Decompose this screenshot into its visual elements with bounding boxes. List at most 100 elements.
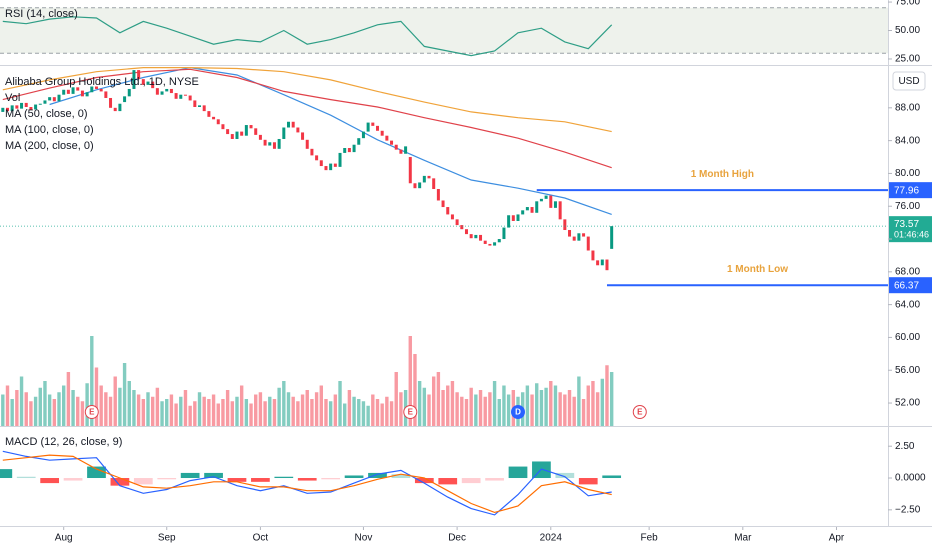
volume-bar [469, 387, 473, 426]
event-marker [511, 405, 525, 419]
candle-body [254, 128, 258, 135]
candle-body [38, 103, 42, 105]
candle-body [497, 239, 501, 243]
volume-bar [258, 392, 263, 426]
candle-body [324, 166, 328, 171]
candle-body [357, 138, 361, 145]
candle-body [99, 88, 103, 92]
macd-histogram-bar [297, 478, 317, 481]
currency-button[interactable] [892, 71, 926, 91]
volume-bar [150, 396, 155, 426]
volume-bar [122, 363, 127, 426]
y-tick-label: 75.00 [895, 0, 920, 8]
volume-bar [127, 381, 131, 426]
candle-body [48, 97, 52, 101]
macd-histogram-bar [485, 478, 504, 481]
volume-bar [446, 385, 450, 426]
volume-bar [235, 396, 239, 426]
y-tick-label: 60.00 [895, 332, 920, 343]
volume-bar [577, 376, 581, 426]
volume-bar [595, 392, 600, 426]
y-tick-label: 80.00 [895, 168, 920, 179]
y-tick-label: 64.00 [895, 299, 920, 310]
candle-body [287, 121, 291, 128]
candle-body [1, 107, 5, 112]
macd-histogram-bar [578, 478, 598, 485]
candle-body [160, 91, 164, 95]
x-tick-label: Mar [734, 533, 752, 544]
candle-body [221, 124, 225, 130]
candle-body [338, 152, 342, 167]
volume-bar [328, 401, 333, 426]
volume-bar [71, 390, 75, 426]
candle-body [291, 121, 295, 128]
macd-histogram-bar [414, 478, 434, 484]
volume-bar [85, 383, 89, 426]
candle-body [268, 142, 272, 146]
candle-body [558, 201, 562, 220]
volume-bar [338, 381, 342, 426]
candle-body [52, 97, 56, 102]
candle-body [310, 148, 314, 156]
candle-body [591, 250, 595, 261]
y-tick-label: 52.00 [895, 398, 920, 409]
volume-legend: Vol [5, 92, 20, 104]
price-line-badge [889, 182, 932, 199]
macd-line [2, 454, 612, 514]
candle-body [202, 105, 206, 112]
candle-body [427, 175, 431, 179]
volume-bar [80, 401, 85, 426]
candle-body [390, 140, 394, 145]
volume-bar [371, 394, 375, 426]
candle-body [530, 207, 534, 213]
volume-bar [460, 396, 464, 426]
candle-body [502, 227, 506, 240]
candle-body [137, 70, 141, 80]
candle-body [80, 90, 84, 97]
candle-body [244, 125, 248, 136]
candle-body [198, 105, 202, 108]
volume-bar [539, 390, 544, 426]
candle-body [352, 144, 356, 153]
volume-bar [361, 401, 366, 426]
volume-bar [558, 392, 562, 426]
moving-average [2, 68, 612, 169]
volume-bar [572, 396, 576, 426]
legend-entry: MA (100, close, 0) [5, 124, 94, 136]
candle-body [20, 102, 24, 109]
y-tick-label: 88.00 [895, 102, 920, 113]
volume-bar [118, 387, 122, 426]
volume-bar [455, 392, 459, 426]
volume-bar [5, 385, 10, 426]
volume-bar [216, 403, 220, 426]
volume-bar [211, 394, 216, 426]
x-tick-label: 2024 [540, 533, 563, 544]
candle-body [361, 131, 365, 139]
rsi-line [2, 16, 613, 57]
candle-body [301, 132, 305, 140]
volume-bar [478, 390, 483, 426]
candle-body [10, 105, 14, 112]
candle-body [432, 178, 436, 190]
macd-histogram-bar [133, 478, 153, 485]
macd-histogram-bar [508, 466, 528, 479]
candle-body [24, 102, 28, 108]
pane-title: MACD (12, 26, close, 9) [5, 436, 122, 448]
candle-body [5, 107, 9, 112]
last-price-value: 73.57 [894, 219, 919, 230]
candle-body [71, 87, 75, 94]
candle-body [169, 88, 173, 94]
volume-bar [29, 401, 33, 426]
macd-histogram-bar [204, 472, 223, 479]
volume-bar [66, 372, 71, 426]
candle-body [572, 236, 576, 241]
candle-body [450, 214, 454, 220]
volume-bar [165, 399, 169, 426]
candle-body [479, 234, 483, 241]
volume-bar [357, 399, 361, 426]
candle-body [165, 88, 169, 92]
candle-body [29, 107, 33, 110]
event-marker [403, 405, 418, 419]
candle-body [525, 207, 529, 211]
